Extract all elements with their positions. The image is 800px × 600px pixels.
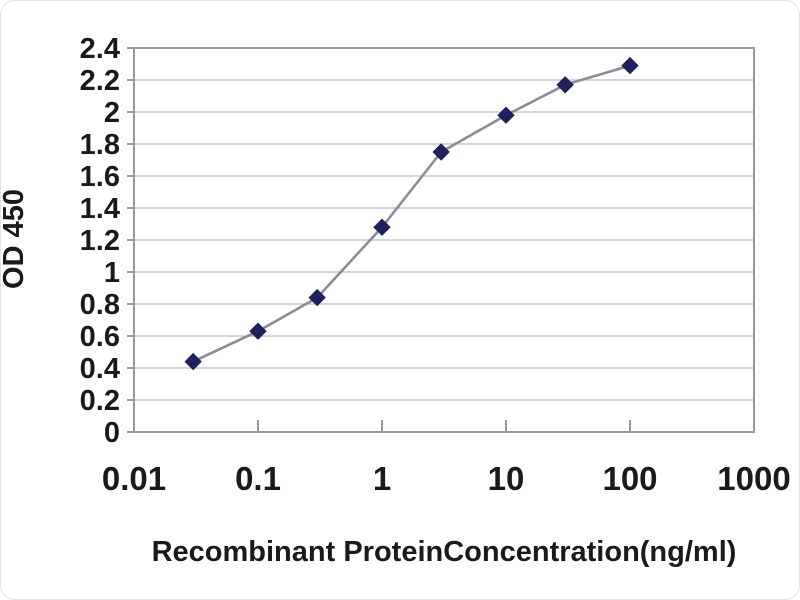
y-tick-label: 1.6	[80, 161, 120, 193]
series-line	[192, 64, 631, 363]
x-tick-label: 100	[602, 460, 657, 497]
data-point	[373, 218, 391, 236]
y-axis-title: OD 450	[1, 189, 30, 289]
series-group	[184, 56, 639, 371]
y-tick-label: 2.2	[80, 65, 120, 97]
y-tick-label: 0.8	[80, 289, 120, 321]
data-point	[621, 56, 639, 75]
data-point	[308, 288, 326, 307]
data-point	[497, 106, 515, 124]
y-tick-label: 1.8	[80, 129, 120, 161]
data-point	[432, 143, 450, 161]
y-tick-label: 0.2	[80, 385, 120, 417]
data-point	[556, 76, 574, 94]
data-point	[184, 352, 202, 371]
y-tick-label: 1.4	[80, 193, 120, 225]
y-tick-label: 1.2	[80, 225, 120, 257]
x-axis-title: Recombinant ProteinConcentration(ng/ml)	[152, 536, 737, 568]
data-point	[249, 322, 267, 340]
x-tick-label: 0.1	[235, 460, 281, 497]
y-tick-label: 2	[104, 97, 120, 129]
y-tick-label: 0	[104, 417, 120, 449]
tick-labels-group: 00.20.40.60.811.21.41.61.822.22.40.01 0.1…	[80, 33, 791, 497]
y-tick-label: 2.4	[80, 33, 120, 65]
x-tick-label: 0.01	[102, 460, 166, 497]
x-tick-label: 1000	[717, 460, 790, 497]
y-tick-label: 0.6	[80, 321, 120, 353]
gridlines-group	[134, 47, 754, 401]
y-tick-label: 0.4	[80, 353, 120, 385]
x-tick-label: 1	[373, 460, 391, 497]
x-tick-label: 10	[488, 460, 525, 497]
y-tick-label: 1	[104, 257, 120, 289]
